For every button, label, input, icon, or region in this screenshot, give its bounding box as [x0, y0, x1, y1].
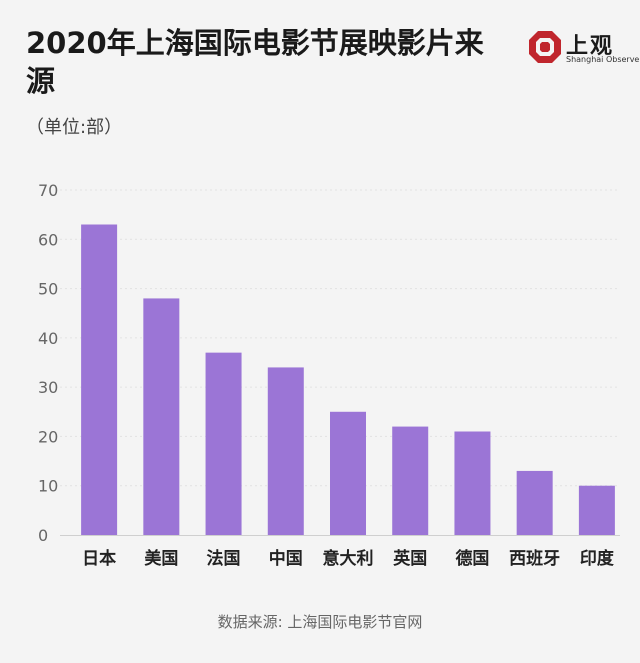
- y-tick-label: 20: [38, 427, 58, 446]
- y-tick-label: 30: [38, 378, 58, 397]
- bar: [330, 411, 366, 535]
- y-tick-label: 0: [38, 526, 48, 545]
- logo-icon: [529, 31, 561, 63]
- y-tick-label: 40: [38, 329, 58, 348]
- logo-subtext: Shanghai Observer: [566, 55, 640, 64]
- bar: [454, 431, 491, 535]
- x-tick-label: 印度: [580, 548, 615, 569]
- bar: [205, 352, 242, 535]
- x-tick-label: 西班牙: [509, 549, 560, 569]
- y-tick-label: 60: [38, 230, 58, 249]
- bar: [578, 485, 615, 535]
- brand-logo: 上观 Shanghai Observer: [528, 28, 640, 68]
- x-tick-label: 法国: [207, 548, 241, 569]
- x-tick-label: 英国: [393, 548, 427, 569]
- y-tick-label: 70: [38, 181, 58, 200]
- y-tick-label: 50: [38, 280, 58, 299]
- x-tick-label: 日本: [82, 548, 116, 569]
- y-tick-label: 10: [38, 477, 58, 496]
- x-tick-label: 德国: [455, 548, 489, 569]
- bar: [143, 298, 180, 535]
- bar: [267, 367, 304, 535]
- unit-label: （单位:部）: [26, 117, 123, 138]
- chart-title: 2020年上海国际电影节展映影片来源: [26, 26, 484, 98]
- x-tick-label: 中国: [269, 548, 303, 569]
- data-source: 数据来源: 上海国际电影节官网: [217, 613, 423, 631]
- bar: [392, 426, 429, 535]
- x-tick-label: 意大利: [323, 548, 374, 569]
- bar: [81, 224, 118, 535]
- bar: [516, 470, 553, 535]
- x-tick-label: 美国: [144, 548, 178, 569]
- logo-text: 上观: [566, 33, 615, 59]
